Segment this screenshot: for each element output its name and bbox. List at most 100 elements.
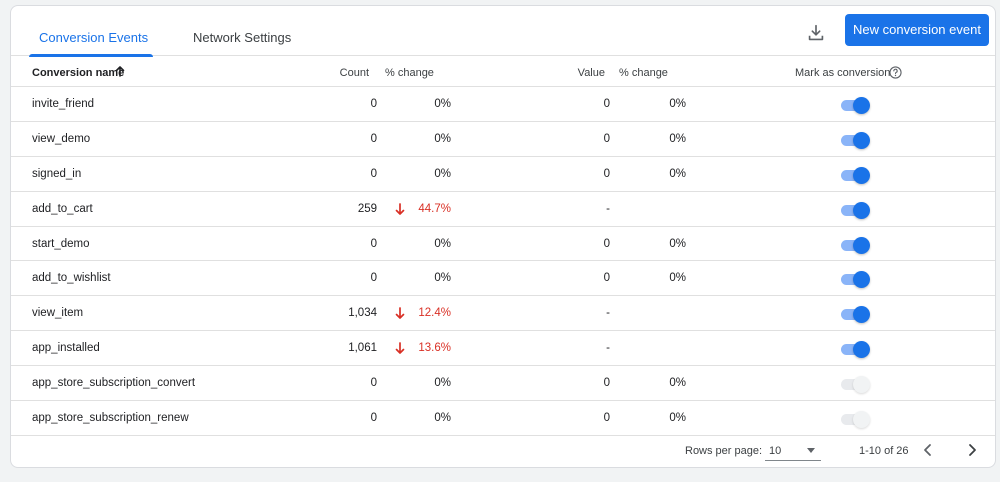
help-icon[interactable]	[889, 66, 902, 79]
count-value: 0	[370, 412, 377, 425]
column-header-count[interactable]: Count	[339, 67, 369, 79]
arrow-down-icon	[395, 202, 405, 215]
count-value: 0	[370, 132, 377, 145]
conversion-name: add_to_wishlist	[32, 272, 111, 285]
pagination-range: 1-10 of 26	[859, 445, 909, 457]
table-row: app_installed 1,061 13.6% -	[11, 331, 995, 367]
conversion-name: view_item	[32, 307, 84, 320]
value-change: 0%	[669, 237, 686, 250]
table-row: view_item 1,034 12.4% -	[11, 296, 995, 332]
value-value: -	[606, 342, 610, 355]
mark-as-conversion-toggle[interactable]	[841, 306, 871, 324]
count-change: 44.7%	[418, 202, 451, 215]
table-row: add_to_wishlist 0 0% 0 0%	[11, 261, 995, 297]
table-header: Conversion name Count % change Value % c…	[11, 57, 995, 87]
count-change: 0%	[434, 98, 451, 110]
count-change: 0%	[434, 377, 451, 390]
value-value: 0	[603, 98, 610, 110]
tab-conversion-events[interactable]: Conversion Events	[29, 6, 153, 57]
value-change: 0%	[669, 412, 686, 425]
mark-as-conversion-toggle[interactable]	[841, 97, 871, 114]
conversions-card: Conversion Events Network Settings New c…	[10, 5, 996, 468]
next-page-icon[interactable]	[963, 441, 981, 459]
value-value: 0	[603, 272, 610, 285]
toggle-knob	[853, 97, 870, 114]
value-value: -	[606, 202, 610, 215]
table-row: signed_in 0 0% 0 0%	[11, 157, 995, 192]
arrow-down-icon	[395, 342, 405, 355]
conversion-events-table: invite_friend 0 0% 0 0% view_demo 0 0% 0 0% signed…	[11, 87, 995, 436]
table-row: app_store_subscription_renew 0 0% 0 0%	[11, 401, 995, 436]
mark-as-conversion-toggle[interactable]	[841, 341, 871, 359]
tab-network-settings[interactable]: Network Settings	[193, 30, 292, 45]
value-value: 0	[603, 412, 610, 425]
count-change: 0%	[434, 167, 451, 180]
count-value: 1,061	[348, 342, 377, 355]
table-row: invite_friend 0 0% 0 0%	[11, 87, 995, 122]
dropdown-caret-icon	[807, 448, 815, 453]
value-change: 0%	[669, 167, 686, 180]
rows-per-page-value: 10	[769, 445, 782, 457]
column-header-value[interactable]: Value	[577, 67, 605, 79]
value-change: 0%	[669, 132, 686, 145]
toggle-knob	[853, 166, 870, 184]
conversion-name: add_to_cart	[32, 202, 93, 215]
conversion-name: signed_in	[32, 167, 82, 180]
count-value: 0	[370, 98, 377, 110]
value-change: 0%	[669, 272, 686, 285]
count-value: 259	[357, 202, 377, 215]
count-change: 0%	[434, 272, 451, 285]
conversion-name: app_installed	[32, 342, 100, 355]
pagination-bar: Rows per page: 10 1-10 of 26	[11, 434, 995, 467]
toggle-knob	[853, 411, 870, 429]
previous-page-icon[interactable]	[919, 441, 937, 459]
count-value: 0	[370, 237, 377, 250]
count-change: 0%	[434, 132, 451, 145]
rows-per-page-label: Rows per page:	[685, 445, 763, 457]
count-value: 1,034	[348, 307, 377, 320]
conversion-name: start_demo	[32, 237, 90, 250]
conversion-name: app_store_subscription_convert	[32, 377, 196, 390]
download-icon[interactable]	[805, 22, 827, 44]
toggle-knob	[853, 131, 870, 149]
value-value: 0	[603, 132, 610, 145]
mark-as-conversion-toggle[interactable]	[841, 166, 871, 184]
count-change: 0%	[434, 237, 451, 250]
value-value: 0	[603, 377, 610, 390]
value-change: 0%	[669, 98, 686, 110]
toggle-knob	[853, 201, 870, 219]
mark-as-conversion-toggle[interactable]	[841, 131, 871, 149]
table-row: view_demo 0 0% 0 0%	[11, 122, 995, 157]
table-row: start_demo 0 0% 0 0%	[11, 227, 995, 262]
tab-bar: Conversion Events Network Settings New c…	[11, 6, 995, 57]
value-value: 0	[603, 237, 610, 250]
count-value: 0	[370, 167, 377, 180]
table-row: app_store_subscription_convert 0 0% 0 0%	[11, 366, 995, 402]
column-header-value-change: % change	[619, 67, 668, 79]
column-header-name[interactable]: Conversion name	[32, 67, 125, 79]
conversion-name: view_demo	[32, 132, 91, 145]
conversion-name: app_store_subscription_renew	[32, 412, 189, 425]
toggle-knob	[853, 376, 870, 394]
mark-as-conversion-toggle[interactable]	[841, 236, 871, 254]
mark-as-conversion-toggle[interactable]	[841, 376, 871, 394]
arrow-down-icon	[395, 307, 405, 320]
count-change: 13.6%	[418, 342, 451, 355]
conversion-name: invite_friend	[32, 98, 95, 110]
toggle-knob	[853, 341, 870, 359]
toggle-knob	[853, 271, 870, 289]
table-row: add_to_cart 259 44.7% -	[11, 192, 995, 227]
mark-as-conversion-toggle[interactable]	[841, 411, 871, 429]
toggle-knob	[853, 306, 870, 324]
mark-as-conversion-toggle[interactable]	[841, 201, 871, 219]
count-change: 12.4%	[418, 307, 451, 320]
value-value: -	[606, 307, 610, 320]
count-change: 0%	[434, 412, 451, 425]
toggle-knob	[853, 236, 870, 254]
value-change: 0%	[669, 377, 686, 390]
count-value: 0	[370, 377, 377, 390]
sort-ascending-icon[interactable]	[115, 65, 125, 77]
new-conversion-event-button[interactable]: New conversion event	[845, 14, 989, 46]
rows-per-page-select[interactable]: 10	[765, 439, 821, 461]
mark-as-conversion-toggle[interactable]	[841, 271, 871, 289]
